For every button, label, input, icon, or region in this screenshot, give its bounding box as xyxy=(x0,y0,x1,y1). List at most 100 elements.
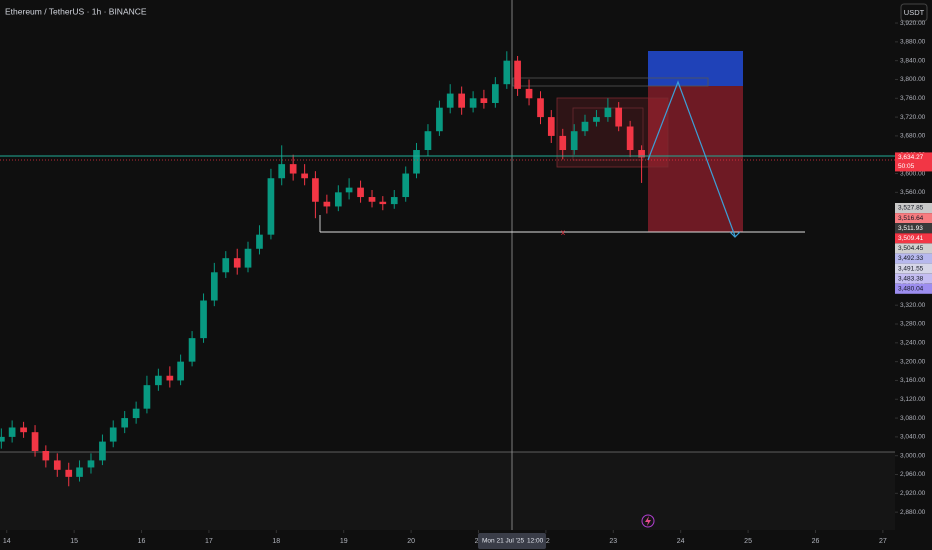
alert-bolt[interactable] xyxy=(645,516,651,526)
candle-body xyxy=(210,272,218,301)
axis-badge xyxy=(895,253,932,264)
candle-body xyxy=(390,197,398,205)
axis-badge xyxy=(895,243,932,254)
axis-badge xyxy=(895,233,932,244)
candle-body xyxy=(76,467,83,477)
axis-badge-label: 3,491.55 xyxy=(898,265,924,272)
lower-zone xyxy=(0,452,895,530)
candle-body xyxy=(436,107,443,132)
y-tick-label: 3,320.00 xyxy=(900,302,926,309)
y-tick-label: 3,920.00 xyxy=(900,20,926,27)
candle-body xyxy=(480,98,488,103)
axis-badge-label: 3,516.64 xyxy=(898,215,924,222)
crosshair-date: Mon 21 Jul '25 xyxy=(482,538,524,545)
axis-badge xyxy=(895,283,932,294)
y-tick-label: 3,240.00 xyxy=(900,340,926,347)
range-box xyxy=(512,77,709,87)
candle-body xyxy=(8,427,16,437)
candle-body xyxy=(413,150,420,174)
y-tick-label: 3,280.00 xyxy=(900,321,926,328)
x-tick-label: 20 xyxy=(407,538,415,545)
axis-badge xyxy=(895,263,932,274)
candle-body xyxy=(289,164,297,174)
last-price-label: 3,634.27 xyxy=(898,154,924,161)
candle-body xyxy=(446,93,454,108)
alert-circle[interactable] xyxy=(641,514,655,528)
candle-body xyxy=(301,173,308,179)
y-tick-label: 3,160.00 xyxy=(900,377,926,384)
candle-body xyxy=(267,178,275,235)
target-zone xyxy=(648,51,743,86)
candle-body xyxy=(492,84,499,103)
candle-body xyxy=(42,450,50,461)
alert-icon[interactable] xyxy=(641,514,655,528)
axis-badge-label: 3,492.33 xyxy=(898,255,924,262)
countdown: 50:05 xyxy=(898,163,915,170)
candle-body xyxy=(345,187,353,193)
axis-badge-label: 3,527.85 xyxy=(898,205,924,212)
candle-body xyxy=(357,187,364,198)
candle-body xyxy=(323,201,331,207)
candle-body xyxy=(570,131,578,151)
candle-body xyxy=(177,361,184,381)
x-tick-label: 23 xyxy=(609,538,617,545)
y-tick-label: 3,560.00 xyxy=(900,189,926,196)
x-tick-label: 24 xyxy=(677,538,685,545)
y-tick-label: 3,760.00 xyxy=(900,95,926,102)
candle-body xyxy=(87,460,95,468)
x-tick-label: 15 xyxy=(70,538,78,545)
time-axis xyxy=(0,530,932,550)
axis-badge-label: 3,504.45 xyxy=(898,245,924,252)
y-tick-label: 3,120.00 xyxy=(900,396,926,403)
arrow-head xyxy=(729,231,741,238)
candle-body xyxy=(20,427,27,433)
y-tick-label: 3,680.00 xyxy=(900,133,926,140)
x-tick-label: 16 xyxy=(138,538,146,545)
candle-body xyxy=(638,150,645,158)
x-tick-label: 19 xyxy=(340,538,348,545)
marker: x xyxy=(561,228,565,237)
y-tick-label: 3,840.00 xyxy=(900,57,926,64)
axis-badge xyxy=(895,203,932,213)
candle-body xyxy=(503,60,511,85)
axis-badge xyxy=(895,213,932,224)
candle-body xyxy=(379,201,387,205)
candle-body xyxy=(278,164,286,179)
y-tick-label: 3,600.00 xyxy=(900,170,926,177)
candles xyxy=(0,51,645,487)
candle-body xyxy=(469,98,477,108)
y-tick-label: 3,000.00 xyxy=(900,452,926,459)
candle-body xyxy=(626,126,634,151)
candle-body xyxy=(615,107,623,127)
y-tick-label: 3,880.00 xyxy=(900,39,926,46)
candle-body xyxy=(424,131,432,151)
candle-body xyxy=(514,60,521,89)
candle-body xyxy=(222,258,230,273)
y-tick-label: 2,920.00 xyxy=(900,490,926,497)
y-tick-label: 3,080.00 xyxy=(900,415,926,422)
x-tick-label: 27 xyxy=(879,538,887,545)
crosshair-badge xyxy=(478,533,546,549)
candle-body xyxy=(166,375,174,381)
chart-title: Ethereum / TetherUS · 1h · BINANCE xyxy=(5,6,147,16)
candle-body xyxy=(188,338,196,362)
y-tick-label: 2,960.00 xyxy=(900,471,926,478)
candle-body xyxy=(99,441,106,461)
x-tick-label: 18 xyxy=(272,538,280,545)
candle-body xyxy=(547,117,555,136)
candle-body xyxy=(312,178,319,202)
candle-body xyxy=(537,98,544,118)
candle-body xyxy=(604,107,612,118)
x-tick-label: 14 xyxy=(3,538,11,545)
axis-badge-label: 3,509.41 xyxy=(898,235,924,242)
candle-body xyxy=(334,192,342,207)
crosshair-time: 12:00 xyxy=(527,538,544,545)
currency-label[interactable]: USDT xyxy=(904,8,925,17)
y-tick-label: 3,040.00 xyxy=(900,434,926,441)
candle-body xyxy=(368,197,376,202)
candle-body xyxy=(256,234,263,249)
axis-badge-label: 3,480.04 xyxy=(898,286,924,293)
currency-button[interactable] xyxy=(900,3,928,22)
candle-body xyxy=(53,460,61,470)
projection-arrow xyxy=(647,80,736,237)
